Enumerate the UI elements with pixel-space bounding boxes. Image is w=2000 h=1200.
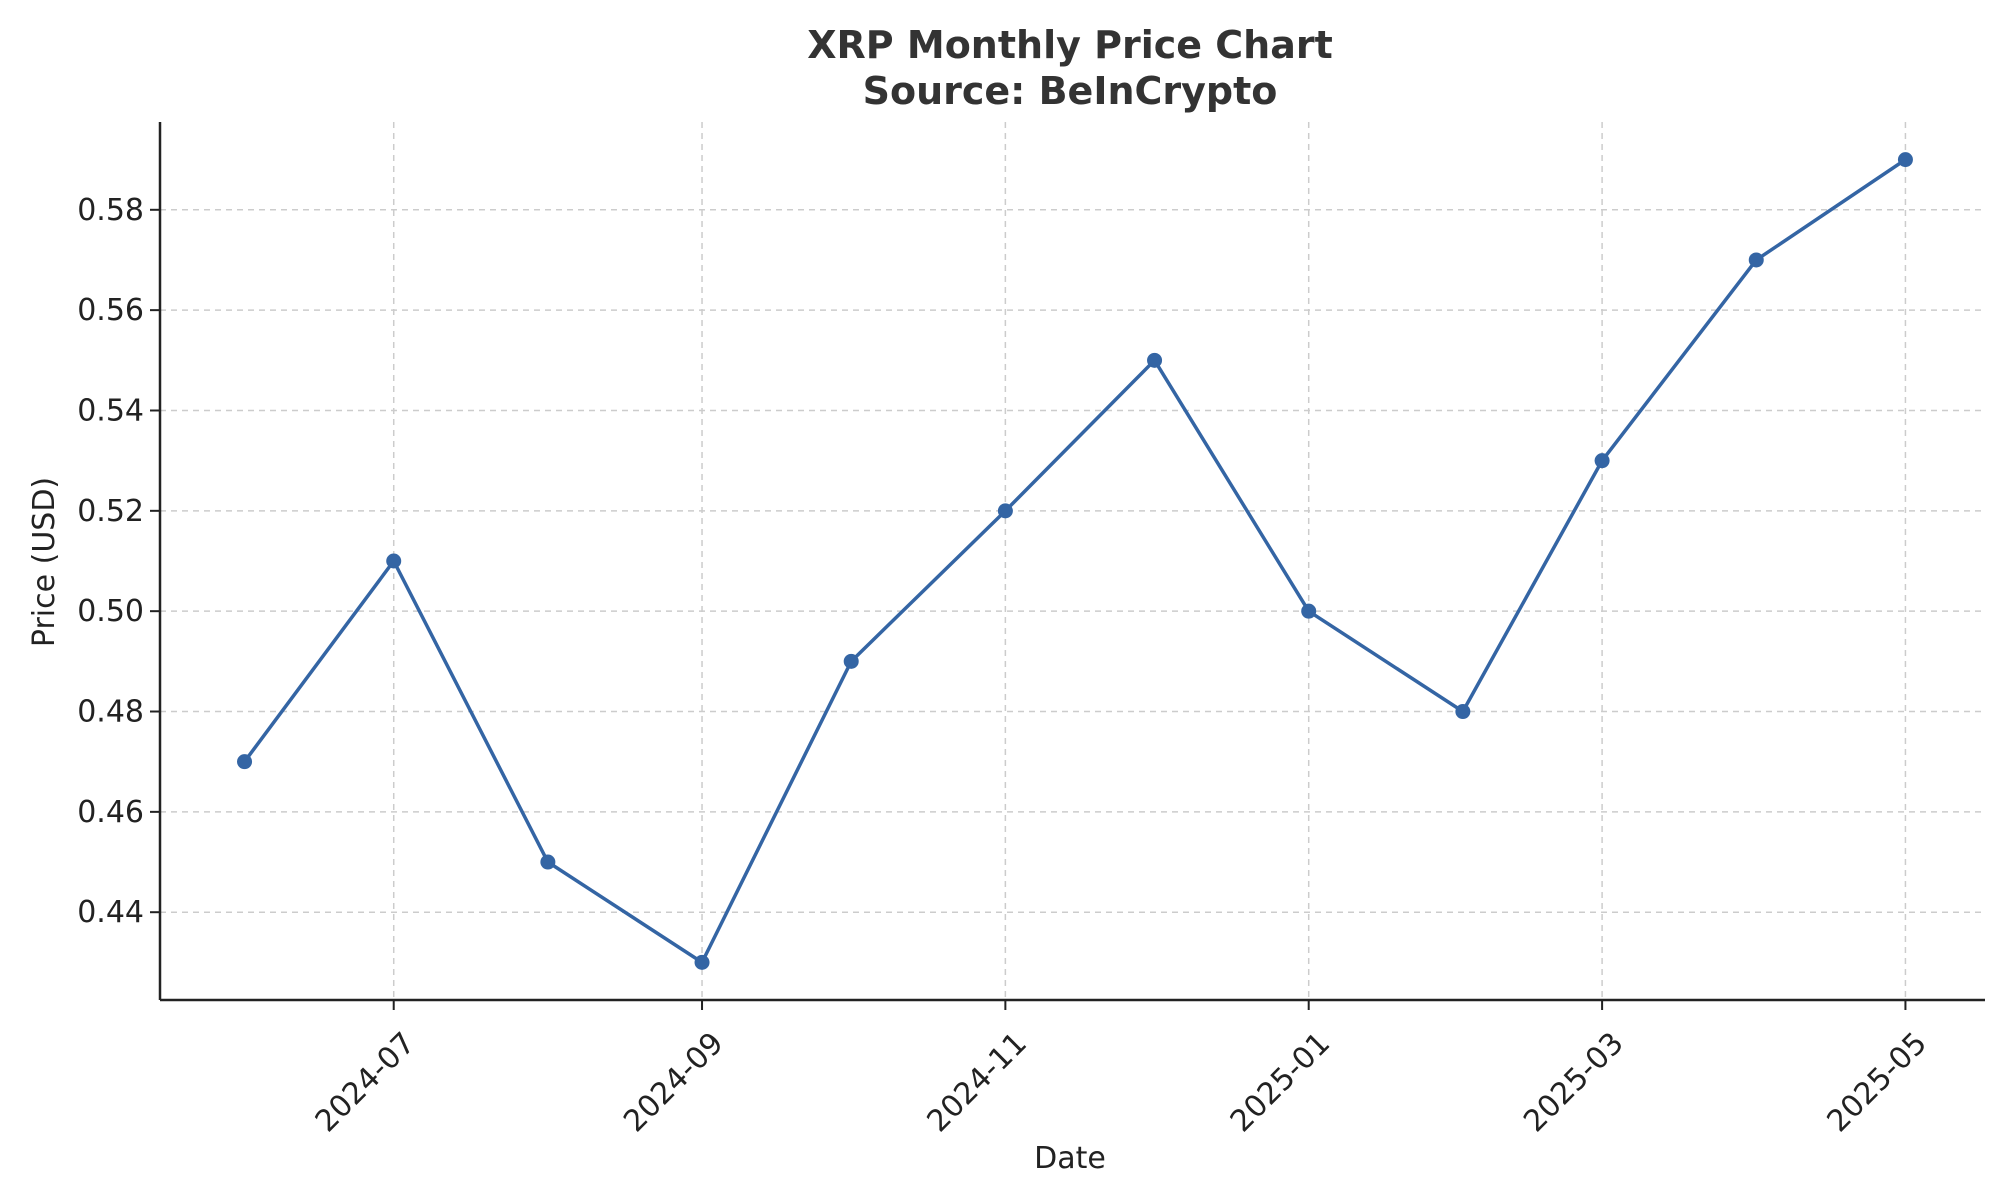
y-tick-label: 0.52 (77, 494, 144, 529)
data-point (1748, 252, 1764, 268)
y-tick-label: 0.50 (77, 594, 144, 629)
y-tick-label: 0.54 (77, 393, 144, 428)
data-point (1147, 352, 1163, 368)
data-point (1594, 453, 1610, 469)
y-tick-label: 0.58 (77, 193, 144, 228)
y-tick-label: 0.44 (77, 895, 144, 930)
data-point (694, 954, 710, 970)
data-point (386, 553, 402, 569)
series-line (243, 158, 1907, 965)
data-point (540, 854, 556, 870)
data-point (237, 754, 253, 770)
data-point (1455, 704, 1471, 720)
y-tick-label: 0.48 (77, 695, 144, 730)
data-point (1301, 603, 1317, 619)
data-point (997, 503, 1013, 519)
y-axis-label: Price (USD) (27, 477, 62, 647)
x-axis-label: Date (1034, 1141, 1106, 1176)
grid (160, 122, 1985, 1000)
y-tick-label: 0.56 (77, 293, 144, 328)
chart-title: XRP Monthly Price Chart (807, 23, 1333, 67)
series (237, 152, 1913, 970)
y-tick-label: 0.46 (77, 795, 144, 830)
data-point (1897, 152, 1913, 168)
y-axis-ticks: 0.44 0.46 0.48 0.50 0.52 0.54 0.56 0.58 (77, 193, 160, 930)
data-point (843, 653, 859, 669)
chart-subtitle: Source: BeInCrypto (863, 69, 1278, 113)
axes (158, 122, 1985, 1002)
